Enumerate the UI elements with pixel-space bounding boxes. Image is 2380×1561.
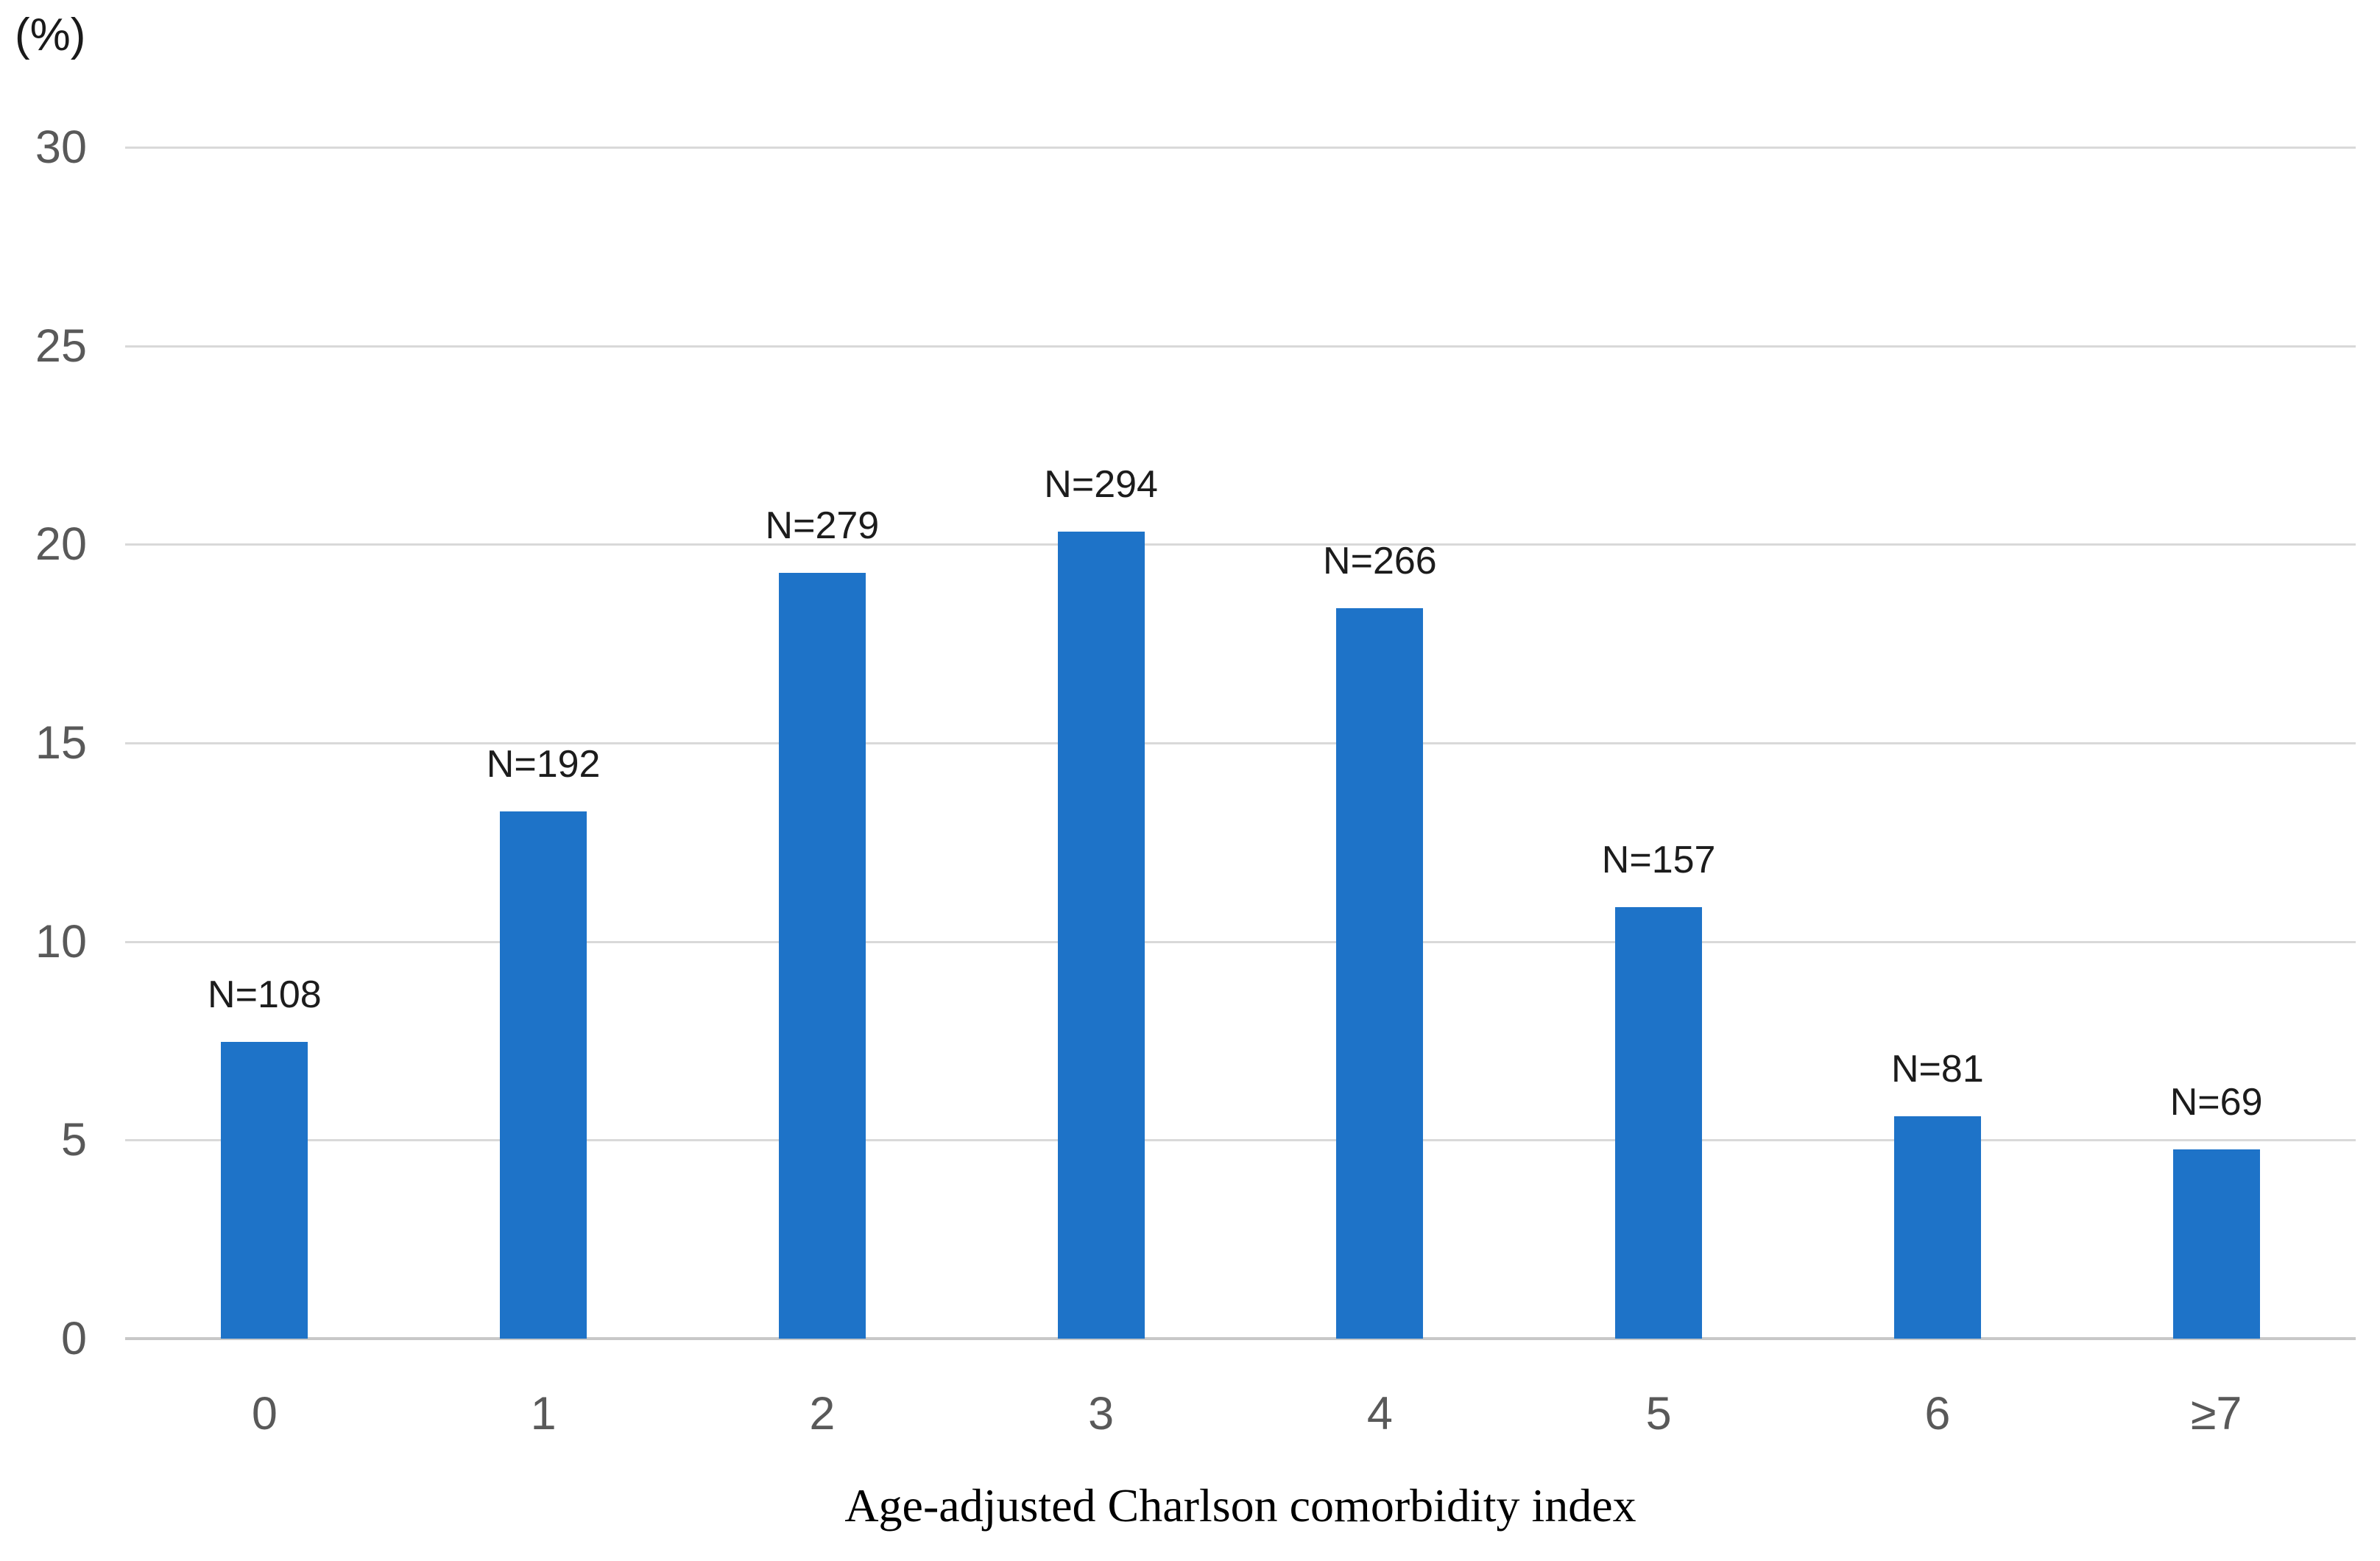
x-tick-label-0: 0 [251,1388,278,1440]
x-tick-label-≥7: ≥7 [2190,1388,2242,1440]
bar-value-label-3: N=294 [1044,462,1158,506]
x-tick-label-4: 4 [1366,1388,1393,1440]
bar-value-label-≥7: N=69 [2169,1080,2263,1124]
y-tick-label-5: 5 [60,1114,87,1166]
x-axis-line [125,1337,2356,1340]
bar-category-≥7 [2172,1149,2260,1339]
gridline-15 [125,742,2356,744]
y-tick-label-0: 0 [60,1313,87,1364]
y-tick-label-15: 15 [35,717,87,769]
bar-value-label-4: N=266 [1323,539,1437,582]
bar-category-0 [221,1042,308,1339]
bar-value-label-0: N=108 [208,973,322,1017]
x-tick-label-5: 5 [1645,1388,1672,1440]
bar-category-5 [1615,907,1703,1339]
gridline-5 [125,1139,2356,1142]
bar-category-6 [1893,1116,1981,1339]
bar-value-label-2: N=279 [765,504,880,547]
x-tick-label-2: 2 [809,1388,836,1440]
gridline-20 [125,543,2356,546]
x-tick-label-6: 6 [1924,1388,1951,1440]
y-axis-unit-label: (%) [15,10,86,60]
bar-category-4 [1336,607,1424,1339]
y-tick-label-25: 25 [35,320,87,372]
y-tick-label-20: 20 [35,518,87,571]
bar-value-label-5: N=157 [1601,839,1716,882]
x-tick-label-3: 3 [1088,1388,1115,1440]
y-tick-label-30: 30 [35,121,87,173]
gridline-10 [125,940,2356,943]
gridline-25 [125,345,2356,348]
bar-category-1 [500,811,587,1339]
bar-value-label-1: N=192 [486,742,601,786]
y-tick-label-10: 10 [35,915,87,968]
x-axis-title: Age-adjusted Charlson comorbidity index [844,1479,1636,1532]
bar-category-2 [778,572,866,1339]
gridline-30 [125,147,2356,149]
bar-category-3 [1057,531,1145,1339]
x-tick-label-1: 1 [530,1388,557,1440]
bar-value-label-6: N=81 [1890,1047,1984,1090]
